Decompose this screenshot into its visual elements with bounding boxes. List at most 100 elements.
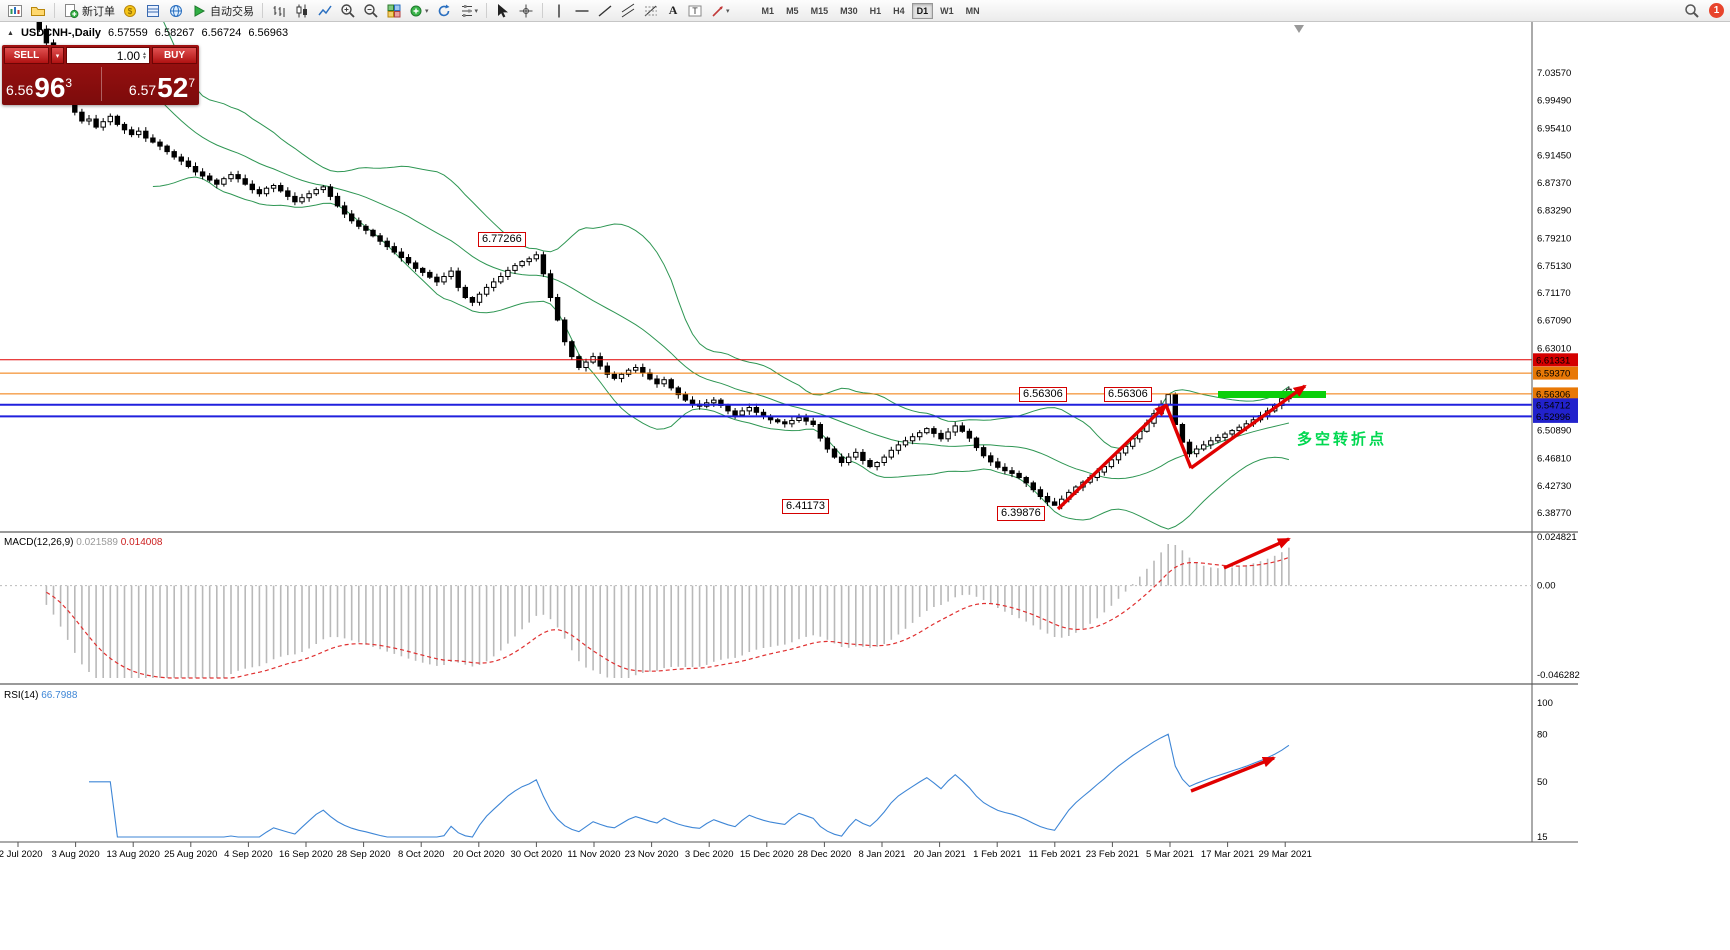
data-window-icon xyxy=(147,4,159,17)
trend-arrows[interactable] xyxy=(1056,384,1307,793)
svg-text:25 Aug 2020: 25 Aug 2020 xyxy=(164,849,217,860)
chart-window[interactable]: MACD(12,26,9) 0.021589 0.014008 0.024821 0… xyxy=(0,22,1730,950)
ask-price[interactable]: 6.57 52 7 xyxy=(101,65,198,103)
line-chart-mode-button[interactable] xyxy=(314,1,336,21)
sell-button[interactable]: SELL xyxy=(4,47,49,64)
notification-badge[interactable]: 1 xyxy=(1709,3,1724,18)
autotrading-label: 自动交易 xyxy=(210,5,254,18)
price-label-text: 6.56306 xyxy=(1108,388,1148,400)
cursor-icon xyxy=(498,3,509,17)
price-label-object[interactable]: 6.41173 xyxy=(782,499,829,514)
price-label-text: 6.41173 xyxy=(786,500,825,512)
candlestick-icon xyxy=(296,4,307,17)
refresh-button[interactable] xyxy=(433,1,455,21)
svg-text:3 Dec 2020: 3 Dec 2020 xyxy=(685,849,734,860)
history-center-button[interactable]: $ xyxy=(119,1,141,21)
svg-text:80: 80 xyxy=(1537,730,1548,741)
tf-w1-button[interactable]: W1 xyxy=(940,5,954,16)
coin-icon: $ xyxy=(124,4,136,17)
chart-settings-button[interactable]: ▾ xyxy=(456,1,482,21)
fibonacci-button[interactable] xyxy=(640,1,662,21)
sliders-icon xyxy=(461,4,472,17)
autotrading-play-icon xyxy=(194,4,206,17)
ask-pips: 52 xyxy=(157,72,189,103)
tf-h1-button[interactable]: H1 xyxy=(869,5,882,16)
time-axis[interactable]: 22 Jul 2020 3 Aug 2020 13 Aug 2020 25 Aug 2… xyxy=(0,842,1312,860)
search-button[interactable] xyxy=(1681,1,1703,21)
tf-h4-button[interactable]: H4 xyxy=(893,5,905,16)
macd-axis[interactable]: 0.024821 0.00 -0.046282 xyxy=(1537,532,1580,681)
tf-m30-button[interactable]: M30 xyxy=(840,5,858,16)
collapse-arrow-icon[interactable]: ▲ xyxy=(7,29,14,37)
tf-mn-button[interactable]: MN xyxy=(965,5,980,16)
price-label-text: 6.39876 xyxy=(1001,507,1041,519)
toolbar-separator xyxy=(542,3,544,18)
web-terminal-button[interactable] xyxy=(165,1,187,21)
price-label-object[interactable]: 6.77266 xyxy=(478,232,526,247)
svg-text:T: T xyxy=(692,6,698,16)
trade-dropdown-caret[interactable]: ▾ xyxy=(51,47,64,64)
svg-text:1 Feb 2021: 1 Feb 2021 xyxy=(973,849,1021,860)
volume-spinner[interactable]: ▲ ▼ xyxy=(142,50,147,61)
svg-text:28 Dec 2020: 28 Dec 2020 xyxy=(797,849,851,860)
trendline-button[interactable] xyxy=(594,1,616,21)
one-click-trading-panel: SELL ▾ 1.00 ▲ ▼ BUY 6.56 96 3 6.57 52 7 xyxy=(2,45,199,105)
zoom-out-button[interactable] xyxy=(360,1,382,21)
profiles-button[interactable] xyxy=(27,1,49,21)
candlestick-mode-button[interactable] xyxy=(291,1,313,21)
turning-point-note[interactable]: 多空转折点 xyxy=(1297,431,1388,448)
buy-button[interactable]: BUY xyxy=(152,47,197,64)
price-label-object[interactable]: 6.56306 xyxy=(1019,387,1067,402)
ohlc-low: 6.56724 xyxy=(201,27,242,39)
crosshair-button[interactable] xyxy=(515,1,537,21)
indicators-button[interactable]: ▾ xyxy=(406,1,432,21)
price-label-object[interactable]: 6.39876 xyxy=(997,506,1045,521)
autotrading-button[interactable]: 自动交易 xyxy=(188,1,257,21)
timeframe-toolbar: M1 M5 M15 M30 H1 H4 D1 W1 MN xyxy=(756,2,986,19)
horizontal-line-button[interactable] xyxy=(571,1,593,21)
line-chart-icon xyxy=(318,5,332,15)
new-order-button[interactable]: 新订单 xyxy=(60,1,118,21)
rsi-axis[interactable]: 100 80 50 15 xyxy=(1537,698,1553,843)
highlight-zone[interactable] xyxy=(1218,391,1326,398)
new-order-label: 新订单 xyxy=(82,5,115,18)
svg-text:8 Jan 2021: 8 Jan 2021 xyxy=(858,849,905,860)
price-label-text: 6.77266 xyxy=(482,233,522,245)
channel-button[interactable] xyxy=(617,1,639,21)
tf-m5-button[interactable]: M5 xyxy=(786,5,799,16)
price-label-object[interactable]: 6.56306 xyxy=(1104,387,1152,402)
bid-price[interactable]: 6.56 96 3 xyxy=(4,65,101,103)
tf-d1-button[interactable]: D1 xyxy=(911,2,934,19)
globe-icon xyxy=(170,4,182,17)
bid-pips: 96 xyxy=(34,72,66,103)
chart-canvas[interactable]: MACD(12,26,9) 0.021589 0.014008 0.0248210… xyxy=(0,22,1730,950)
bar-chart-mode-button[interactable] xyxy=(268,1,290,21)
price-axis[interactable]: 7.03570 6.99490 6.95410 6.91450 6.87370 6.832… xyxy=(1537,68,1571,519)
zoom-in-button[interactable] xyxy=(337,1,359,21)
pane-separators[interactable] xyxy=(0,531,1578,685)
vertical-line-icon xyxy=(558,4,560,17)
tf-m15-button[interactable]: M15 xyxy=(810,5,829,16)
text-label-button[interactable]: T xyxy=(684,1,706,21)
data-window-button[interactable] xyxy=(142,1,164,21)
svg-text:7.03570: 7.03570 xyxy=(1537,68,1571,79)
folder-icon xyxy=(31,6,45,16)
text-button[interactable]: A xyxy=(668,3,678,17)
svg-text:3 Aug 2020: 3 Aug 2020 xyxy=(52,849,100,860)
new-chart-button[interactable] xyxy=(4,1,26,21)
volume-value: 1.00 xyxy=(116,48,141,63)
toolbar-right-group: 1 xyxy=(1681,1,1726,21)
tf-m1-button[interactable]: M1 xyxy=(761,5,775,16)
svg-text:100: 100 xyxy=(1537,698,1553,709)
svg-text:50: 50 xyxy=(1537,777,1548,788)
volume-input[interactable]: 1.00 ▲ ▼ xyxy=(66,47,150,64)
svg-text:13 Aug 2020: 13 Aug 2020 xyxy=(107,849,160,860)
chart-shift-marker[interactable] xyxy=(1294,25,1304,33)
cursor-button[interactable] xyxy=(492,1,514,21)
arrow-object-button[interactable]: ▾ xyxy=(707,1,733,21)
svg-text:6.79210: 6.79210 xyxy=(1537,233,1571,244)
svg-text:6.63010: 6.63010 xyxy=(1537,343,1571,354)
vertical-line-button[interactable] xyxy=(548,1,570,21)
tile-windows-button[interactable] xyxy=(383,1,405,21)
